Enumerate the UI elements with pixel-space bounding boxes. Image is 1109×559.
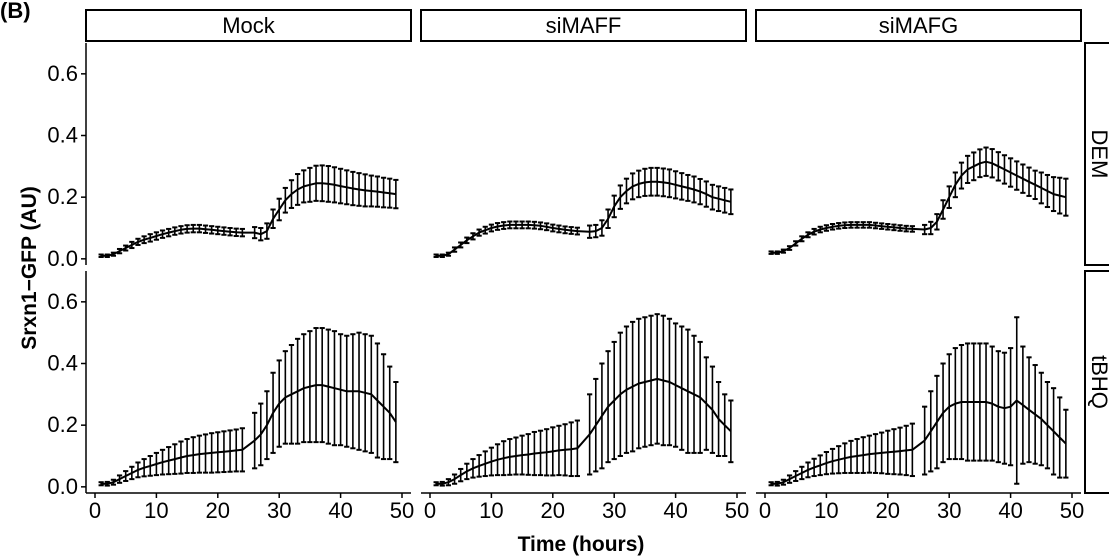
strip-label-mock: Mock: [222, 13, 276, 38]
y-tick-label-dem-1: 0.2: [47, 184, 78, 209]
x-tick-label-simaff-0: 0: [424, 498, 436, 523]
x-tick-label-mock-1: 10: [144, 498, 168, 523]
x-tick-label-simafg-2: 20: [876, 498, 900, 523]
strip-box-mock: [85, 9, 412, 42]
x-tick-label-simafg-3: 30: [937, 498, 961, 523]
series-line-simafg-dem: [771, 160, 1067, 254]
strip-label-dem: DEM: [1087, 130, 1109, 179]
panel-mock-tbhq: [98, 327, 399, 487]
strip-label-tbhq: tBHQ: [1087, 355, 1109, 409]
axes-layer: 0.0 0.2 0.4 0.6 0.0 0.2 0.4 0.6 0 10 20 30 40 50 0 10 20…: [47, 43, 1084, 523]
y-tick-label-tbhq-1: 0.2: [47, 412, 78, 437]
x-tick-label-mock-2: 20: [206, 498, 230, 523]
column-strips: Mock siMAFF siMAFG: [85, 9, 1082, 42]
row-strips: DEM tBHQ: [1084, 42, 1109, 494]
strip-label-simafg: siMAFG: [879, 13, 958, 38]
x-tick-label-mock-3: 30: [267, 498, 291, 523]
panel-simaff-dem: [433, 166, 734, 258]
strip-box-tbhq: [1084, 270, 1109, 494]
x-axis-title: Time (hours): [518, 533, 645, 556]
series-line-mock-tbhq: [101, 384, 397, 485]
series-line-mock-dem: [101, 182, 397, 257]
y-tick-label-tbhq-3: 0.6: [47, 289, 78, 314]
y-tick-label-tbhq-0: 0.0: [47, 474, 78, 499]
x-tick-label-simaff-5: 50: [725, 498, 749, 523]
x-tick-label-simaff-1: 10: [479, 498, 503, 523]
x-tick-label-mock-0: 0: [89, 498, 101, 523]
strip-box-simafg: [755, 9, 1082, 42]
data-layer: [98, 146, 1069, 487]
panel-simafg-tbhq: [768, 316, 1069, 487]
x-tick-label-simafg-1: 10: [814, 498, 838, 523]
series-line-simaff-tbhq: [436, 377, 732, 485]
x-tick-label-simafg-5: 50: [1060, 498, 1084, 523]
strip-box-simaff: [420, 9, 747, 42]
figure-panel-label: (B): [0, 0, 31, 23]
y-axis-title: Srxn1−GFP (AU): [18, 186, 41, 350]
x-tick-label-mock-5: 50: [390, 498, 414, 523]
series-line-simaff-dem: [436, 180, 732, 257]
panel-mock-dem: [98, 164, 399, 258]
series-line-simafg-tbhq: [771, 399, 1067, 485]
x-tick-label-simaff-2: 20: [541, 498, 565, 523]
y-tick-label-tbhq-2: 0.4: [47, 351, 78, 376]
strip-label-simaff: siMAFF: [546, 13, 622, 38]
y-tick-label-dem-2: 0.4: [47, 123, 78, 148]
x-tick-label-simafg-0: 0: [759, 498, 771, 523]
panel-simafg-dem: [768, 146, 1069, 255]
x-tick-label-mock-4: 40: [328, 498, 352, 523]
x-tick-label-simaff-3: 30: [602, 498, 626, 523]
x-tick-label-simaff-4: 40: [663, 498, 687, 523]
x-tick-label-simafg-4: 40: [998, 498, 1022, 523]
panel-simaff-tbhq: [433, 313, 734, 487]
y-tick-label-dem-0: 0.0: [47, 246, 78, 271]
y-tick-label-dem-3: 0.6: [47, 61, 78, 86]
strip-box-dem: [1084, 42, 1109, 266]
